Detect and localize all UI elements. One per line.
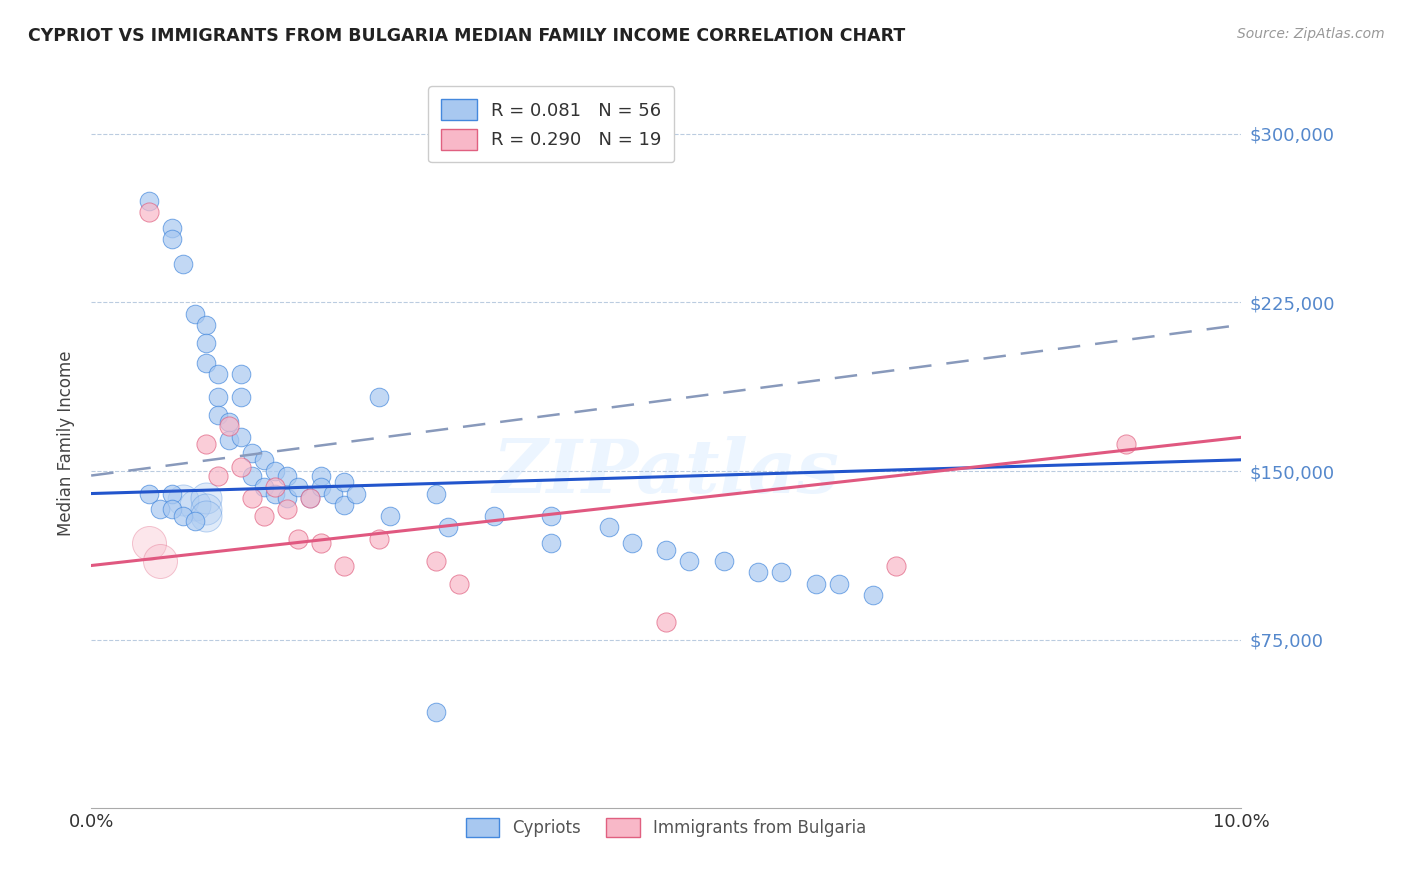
Point <box>287 532 309 546</box>
Point <box>482 509 505 524</box>
Point <box>309 480 332 494</box>
Point <box>218 433 240 447</box>
Point <box>207 408 229 422</box>
Point <box>425 554 447 568</box>
Point <box>540 536 562 550</box>
Point <box>149 502 172 516</box>
Point <box>195 491 218 505</box>
Point <box>884 558 907 573</box>
Point <box>207 368 229 382</box>
Point <box>333 475 356 490</box>
Point <box>620 536 643 550</box>
Point <box>436 520 458 534</box>
Point <box>540 509 562 524</box>
Point <box>276 502 298 516</box>
Point <box>449 576 471 591</box>
Point <box>195 356 218 370</box>
Point <box>149 554 172 568</box>
Point <box>678 554 700 568</box>
Point <box>367 532 389 546</box>
Point <box>827 576 849 591</box>
Point <box>747 566 769 580</box>
Point <box>425 486 447 500</box>
Point <box>655 542 678 557</box>
Point <box>298 491 321 505</box>
Point <box>804 576 827 591</box>
Point <box>252 480 274 494</box>
Point <box>172 493 194 508</box>
Point <box>240 491 263 505</box>
Point <box>298 491 321 505</box>
Point <box>183 498 205 512</box>
Point <box>240 446 263 460</box>
Point <box>160 221 183 235</box>
Y-axis label: Median Family Income: Median Family Income <box>58 351 75 536</box>
Point <box>344 486 367 500</box>
Point <box>333 558 356 573</box>
Text: ZIPatlas: ZIPatlas <box>492 436 839 508</box>
Text: CYPRIOT VS IMMIGRANTS FROM BULGARIA MEDIAN FAMILY INCOME CORRELATION CHART: CYPRIOT VS IMMIGRANTS FROM BULGARIA MEDI… <box>28 27 905 45</box>
Point <box>138 536 160 550</box>
Point <box>309 536 332 550</box>
Point <box>598 520 620 534</box>
Point <box>172 509 194 524</box>
Point <box>252 509 274 524</box>
Point <box>207 390 229 404</box>
Point <box>195 502 218 516</box>
Point <box>252 452 274 467</box>
Point <box>322 486 344 500</box>
Point <box>264 464 287 478</box>
Point <box>195 509 218 524</box>
Point <box>229 368 252 382</box>
Point <box>240 468 263 483</box>
Point <box>862 588 884 602</box>
Point <box>264 486 287 500</box>
Point <box>138 194 160 209</box>
Point <box>333 498 356 512</box>
Point <box>655 615 678 629</box>
Point <box>183 307 205 321</box>
Point <box>183 514 205 528</box>
Point <box>160 486 183 500</box>
Point <box>309 468 332 483</box>
Point <box>138 205 160 219</box>
Legend: Cypriots, Immigrants from Bulgaria: Cypriots, Immigrants from Bulgaria <box>460 812 873 844</box>
Point <box>276 468 298 483</box>
Point <box>207 468 229 483</box>
Point <box>172 257 194 271</box>
Point <box>425 705 447 719</box>
Point <box>378 509 401 524</box>
Point <box>713 554 735 568</box>
Point <box>229 459 252 474</box>
Point <box>287 480 309 494</box>
Point <box>218 419 240 434</box>
Point <box>218 415 240 429</box>
Point <box>264 480 287 494</box>
Point <box>138 486 160 500</box>
Point <box>229 430 252 444</box>
Point <box>229 390 252 404</box>
Point <box>367 390 389 404</box>
Point <box>195 318 218 332</box>
Point <box>160 502 183 516</box>
Text: Source: ZipAtlas.com: Source: ZipAtlas.com <box>1237 27 1385 41</box>
Point <box>195 437 218 451</box>
Point <box>195 335 218 350</box>
Point <box>276 491 298 505</box>
Point <box>160 232 183 246</box>
Point <box>769 566 792 580</box>
Point <box>1115 437 1137 451</box>
